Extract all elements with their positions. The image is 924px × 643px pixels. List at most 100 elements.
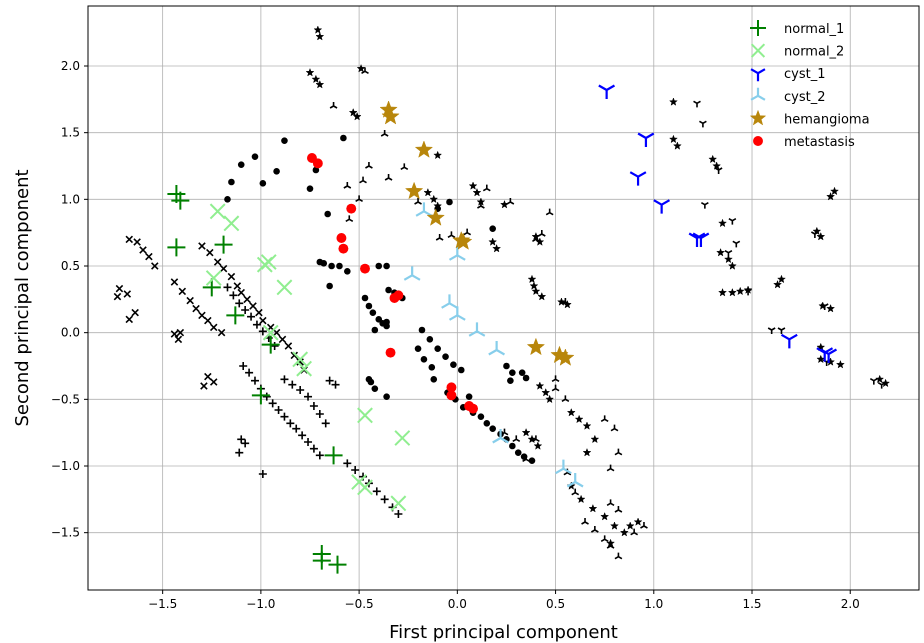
background-point [489, 425, 496, 432]
background-point [235, 448, 244, 457]
background-point [520, 453, 528, 460]
hemangioma-point [414, 140, 434, 158]
background-point [590, 526, 599, 533]
background-point [537, 230, 546, 237]
background-point [727, 261, 737, 270]
background-point [219, 264, 228, 273]
background-point [483, 420, 491, 427]
background-point [528, 457, 536, 464]
metastasis-point [468, 403, 478, 414]
background-point [259, 316, 267, 325]
background-point [551, 384, 560, 392]
background-point [315, 31, 325, 41]
background-point [315, 410, 324, 418]
background-point [235, 299, 244, 308]
cyst_2-point [403, 266, 421, 281]
background-point [371, 385, 379, 392]
y-tick-label: 2.0 [61, 59, 80, 73]
background-point [606, 499, 615, 507]
normal_1-point [328, 555, 347, 574]
normal_2-point [390, 495, 407, 512]
background-point [192, 304, 200, 313]
normal_1-point [251, 386, 270, 405]
legend-marker-normal_1 [750, 20, 766, 36]
legend-label-cyst_1: cyst_1 [784, 67, 825, 82]
background-point [509, 442, 516, 450]
background-point [321, 419, 330, 428]
background-point [113, 292, 122, 301]
legend-marker-metastasis [753, 136, 763, 146]
background-point [345, 215, 354, 223]
background-point [284, 342, 293, 350]
cyst_2-point [468, 322, 486, 337]
background-point [527, 434, 537, 444]
background-point [877, 381, 886, 389]
background-point [716, 247, 726, 257]
background-point [477, 413, 485, 420]
x-tick-label: −1.0 [246, 597, 275, 611]
background-point [326, 282, 333, 290]
background-point [606, 542, 615, 549]
background-point [633, 517, 643, 526]
background-point [170, 278, 179, 286]
y-tick-label: −1.5 [51, 526, 80, 540]
background-point [606, 464, 615, 472]
background-point [614, 506, 623, 513]
background-point [359, 176, 367, 184]
background-point [361, 294, 369, 302]
background-point [241, 306, 250, 314]
background-point [223, 283, 232, 292]
cyst_2-point [448, 306, 466, 321]
x-axis-label: First principal component [389, 622, 618, 643]
background-point [343, 459, 352, 468]
background-point [532, 435, 540, 443]
background-point [115, 284, 124, 293]
background-point [255, 308, 263, 317]
normal_1-point [312, 551, 331, 570]
normal_2-point [276, 279, 293, 296]
y-tick-label: 0.5 [61, 259, 80, 273]
hemangioma-point [381, 106, 400, 125]
background-point [394, 510, 403, 518]
background-point [356, 63, 366, 73]
background-point [344, 268, 351, 275]
background-point [305, 67, 315, 77]
background-point [506, 198, 515, 205]
background-point [273, 168, 280, 175]
background-point [712, 161, 722, 170]
background-point [514, 449, 522, 456]
background-point [512, 435, 521, 443]
background-point [315, 451, 324, 460]
background-point [237, 288, 245, 297]
background-point [414, 345, 422, 352]
background-point [723, 254, 733, 264]
background-point [477, 202, 485, 209]
metastasis-point [338, 243, 349, 254]
background-point [237, 435, 246, 444]
background-point [336, 262, 343, 270]
background-point [492, 243, 502, 253]
background-point [566, 407, 576, 417]
metastasis-point [393, 290, 404, 301]
background-point [400, 163, 409, 171]
background-point [250, 376, 259, 385]
normal_2-point [296, 360, 313, 377]
background-point [465, 393, 473, 400]
background-point [507, 377, 514, 384]
y-tick-label: −0.5 [51, 392, 80, 406]
hemangioma-point [426, 208, 445, 226]
background-point [380, 495, 389, 504]
background-point [418, 326, 426, 334]
background-point [384, 174, 393, 181]
background-point [131, 308, 139, 317]
background-point [383, 262, 390, 270]
cyst_2-point [441, 294, 458, 309]
background-point [170, 330, 179, 338]
background-point [278, 335, 287, 344]
x-tick-label: −0.5 [345, 597, 374, 611]
background-point [614, 552, 623, 560]
background-point [423, 187, 433, 197]
background-point [600, 415, 609, 423]
background-point [468, 181, 478, 190]
